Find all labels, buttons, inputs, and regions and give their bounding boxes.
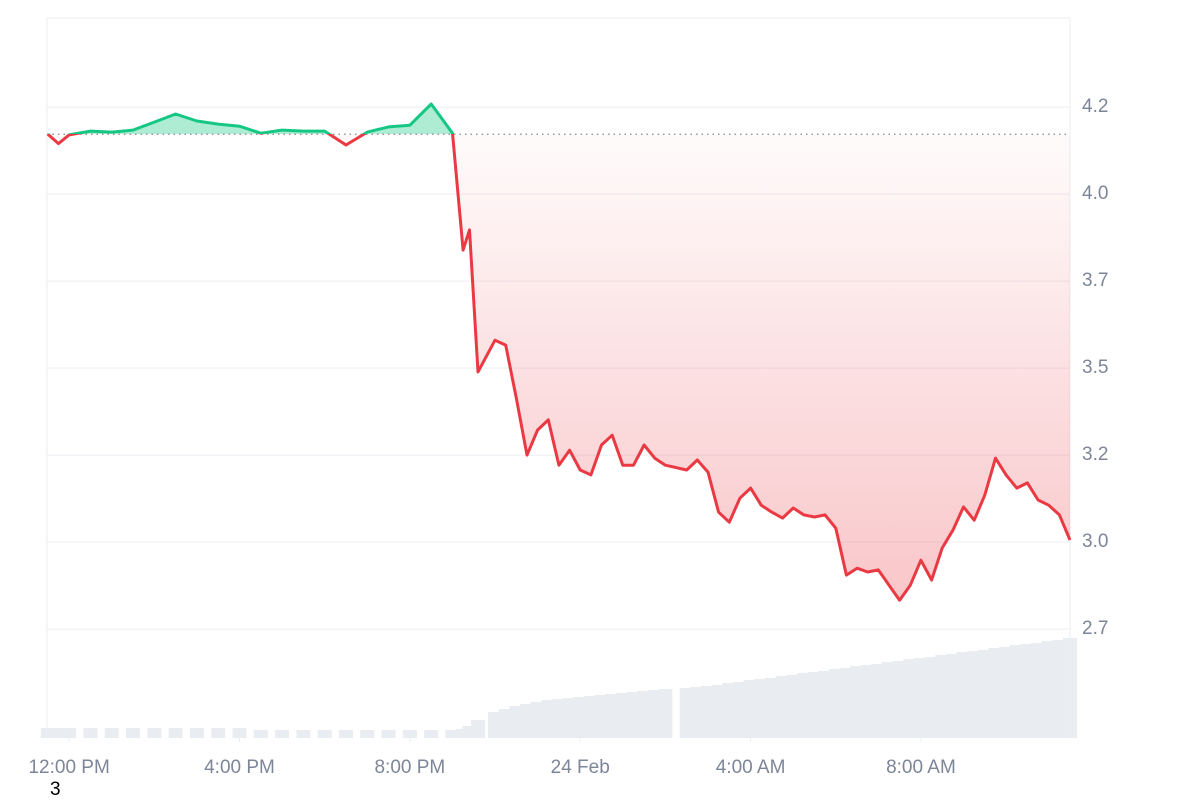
volume-bar [83,728,98,738]
volume-bar [924,657,939,738]
volume-bar [967,651,982,738]
footnote: 3 [50,779,61,800]
volume-bar [935,655,950,738]
volume-bar [40,728,55,738]
x-tick-label: 8:00 AM [886,757,956,778]
volume-bar [530,702,545,738]
volume-bar [679,688,694,738]
volume-bar [541,700,556,738]
volume-bar [402,730,417,738]
volume-bar [722,683,737,738]
volume-bar [562,698,577,738]
y-tick-label: 4.2 [1082,96,1108,117]
y-tick-label: 3.2 [1082,444,1108,465]
volume-bar [637,691,652,738]
volume-bar [147,728,162,738]
y-tick-label: 2.7 [1082,618,1108,639]
y-tick-label: 3.7 [1082,270,1108,291]
volume-bar [700,686,715,738]
volume-bar [317,730,332,738]
plot [46,102,1072,602]
volume-bar [839,668,854,738]
volume-bar [711,685,726,738]
volume-bar [690,687,705,738]
y-tick-label: 3.5 [1082,357,1108,378]
volume-bar [786,675,801,738]
volume-bar [424,730,439,738]
volume-bar [999,647,1014,738]
volume-bar [1020,644,1035,738]
x-tick-label: 8:00 PM [374,757,445,778]
volume-bar [1031,643,1046,738]
volume-bar [605,694,620,738]
volume-bar [860,665,875,738]
y-tick-label: 3.0 [1082,531,1108,552]
volume-bar [509,706,524,738]
x-tick-label: 24 Feb [551,757,610,778]
volume-bar [1052,640,1067,738]
volume-bars [40,638,1077,738]
volume-bar [232,728,247,738]
volume-bar [977,650,992,738]
x-tick-label: 12:00 PM [28,757,109,778]
volume-bar [743,680,758,738]
volume-bar [360,730,375,738]
volume-bar [211,728,226,738]
volume-bar [775,676,790,738]
volume-bar [913,658,928,738]
price-line [46,102,1072,602]
volume-bar [498,709,513,738]
volume-bar [594,695,609,738]
volume-bar [296,730,311,738]
volume-bar [807,672,822,738]
volume-bar [275,730,290,738]
volume-bar [1041,641,1056,738]
x-tick-label: 4:00 PM [204,757,275,778]
volume-bar [573,697,588,738]
volume-bar [168,728,183,738]
volume-bar [551,699,566,738]
volume-bar [615,693,630,738]
volume-bar [519,704,534,738]
volume-bar [488,712,503,738]
volume-bar [51,728,66,738]
x-tick-label: 4:00 AM [716,757,786,778]
volume-bar [445,730,460,738]
volume-bar [381,730,396,738]
volume-bar [850,666,865,738]
volume-bar [903,659,918,738]
volume-bar [471,720,486,738]
volume-bar [253,730,268,738]
volume-bar [818,671,833,738]
volume-bar [988,648,1003,738]
volume-bar [658,689,673,738]
volume-bar [647,690,662,738]
volume-bar [583,696,598,738]
area-fill [47,104,1070,601]
volume-bar [764,678,779,738]
volume-bar [796,673,811,738]
volume-bar [189,728,204,738]
volume-bar [871,664,886,738]
volume-bar [126,728,141,738]
volume-bar [626,692,641,738]
volume-bar [945,654,960,738]
volume-bar [338,730,353,738]
volume-bar [828,669,843,738]
volume-bar [881,662,896,738]
volume-bar [754,679,769,738]
y-tick-label: 4.0 [1082,183,1108,204]
volume-bar [1009,645,1024,738]
volume-bar [62,728,77,738]
volume-bar [956,652,971,738]
volume-bar [892,661,907,738]
volume-bar [104,728,119,738]
volume-bar [732,682,747,738]
